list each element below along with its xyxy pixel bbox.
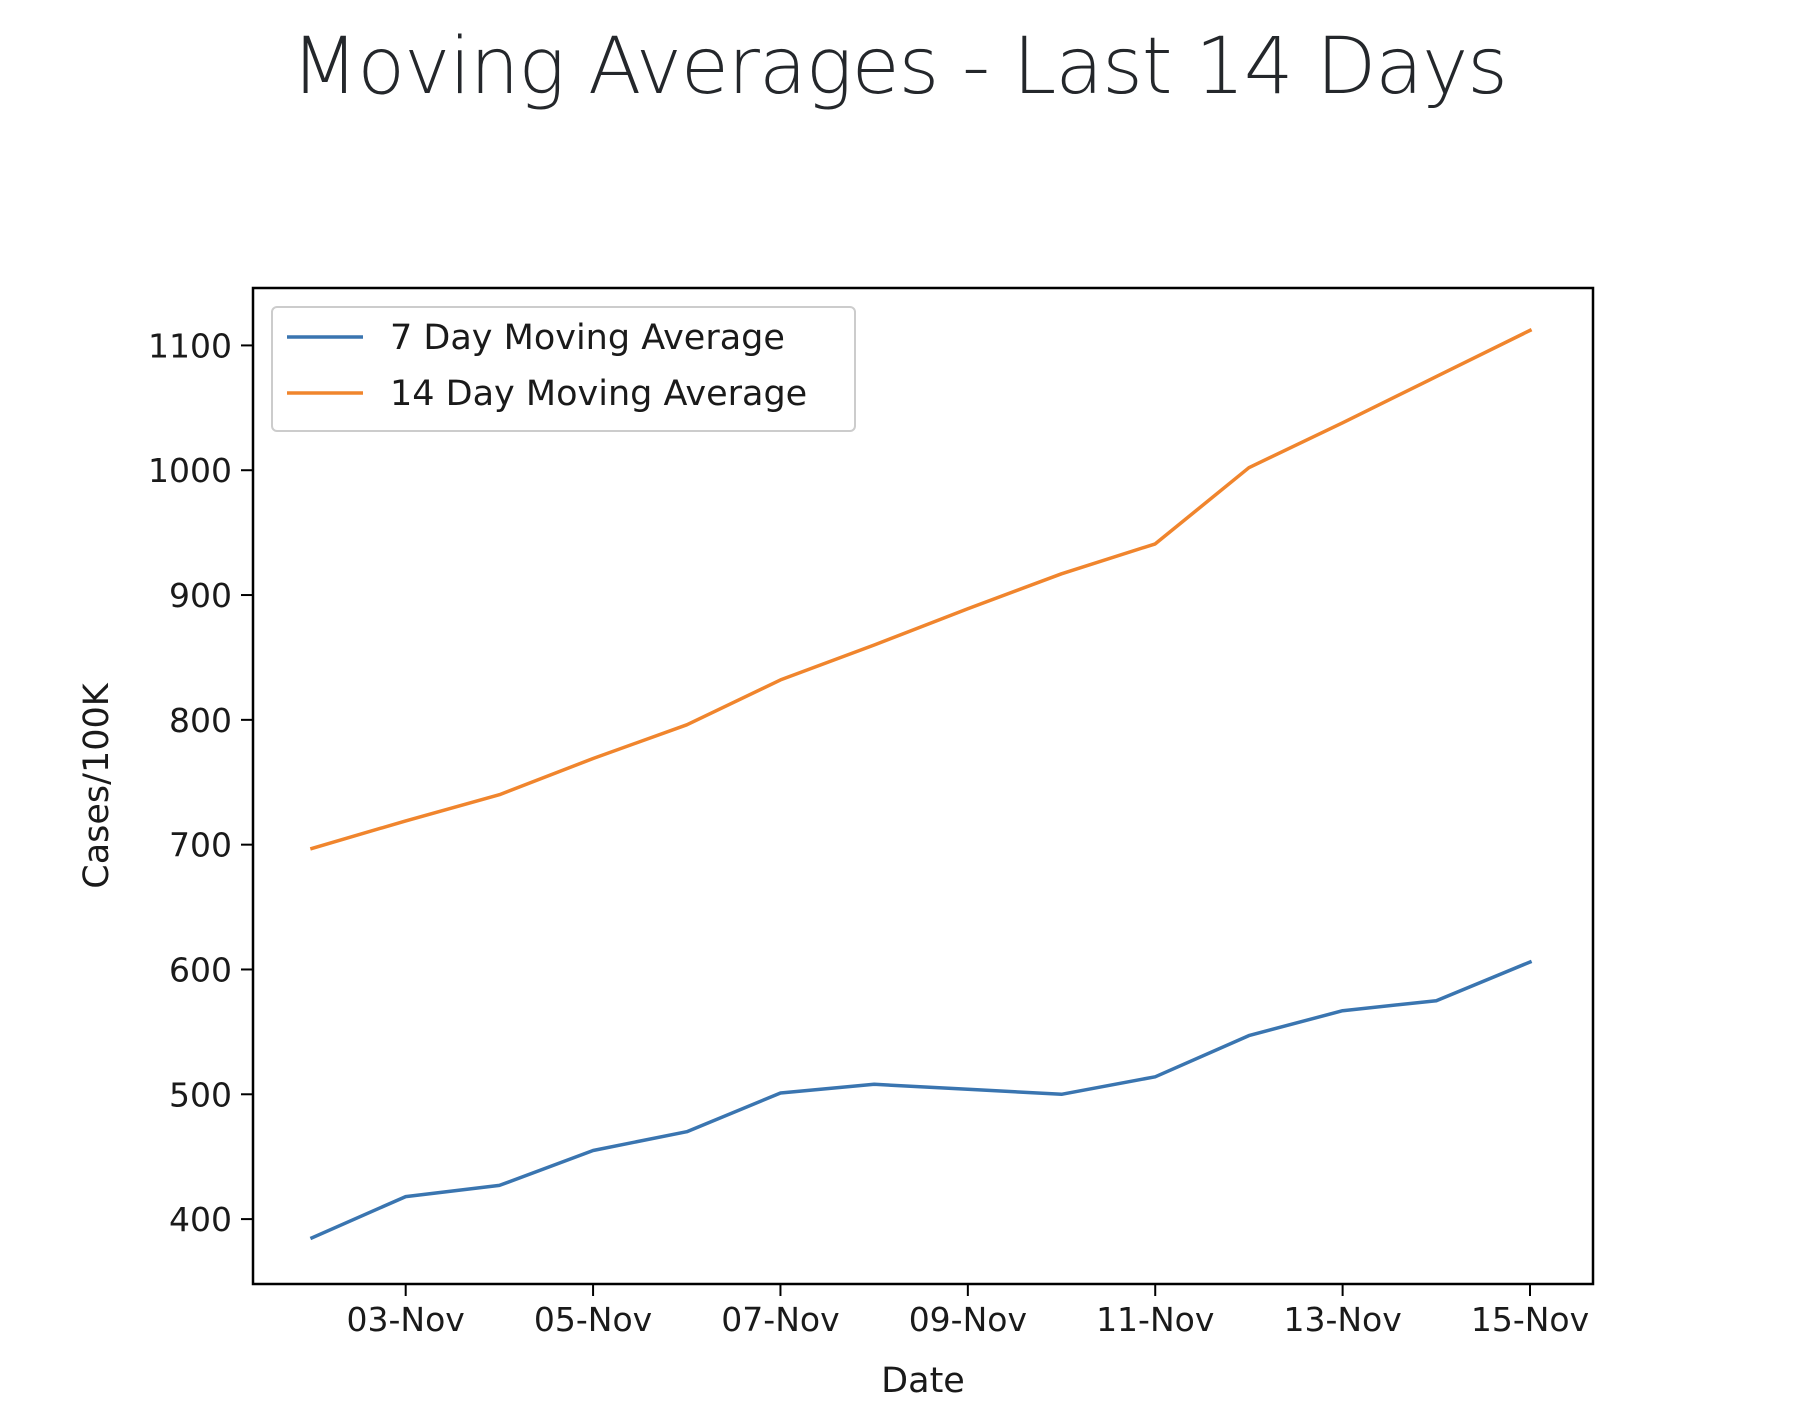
x-tick-label: 03-Nov bbox=[347, 1300, 465, 1339]
y-tick-label: 500 bbox=[169, 1075, 232, 1114]
y-axis-ticks: 400 500 600 700 800 900 1000 1100 bbox=[148, 326, 253, 1239]
legend-label: 7 Day Moving Average bbox=[390, 318, 785, 358]
x-tick-label: 15-Nov bbox=[1471, 1300, 1589, 1339]
series-line-14-day bbox=[309, 328, 1533, 851]
x-tick-label: 07-Nov bbox=[721, 1300, 839, 1339]
y-tick-label: 700 bbox=[169, 826, 232, 865]
y-tick-label: 800 bbox=[169, 701, 232, 740]
x-axis-ticks: 03-Nov 05-Nov 07-Nov 09-Nov 11-Nov 13-Nov 15-N… bbox=[347, 1284, 1589, 1339]
y-tick-label: 1100 bbox=[148, 326, 232, 365]
x-tick-label: 11-Nov bbox=[1096, 1300, 1214, 1339]
y-tick-label: 900 bbox=[169, 576, 232, 615]
y-tick-label: 600 bbox=[169, 950, 232, 989]
legend-label: 14 Day Moving Average bbox=[390, 374, 807, 414]
legend: 7 Day Moving Average 14 Day Moving Averag… bbox=[271, 306, 856, 432]
x-tick-label: 13-Nov bbox=[1283, 1300, 1401, 1339]
y-tick-label: 1000 bbox=[148, 451, 232, 490]
series-line-7-day bbox=[309, 959, 1533, 1241]
x-tick-label: 09-Nov bbox=[909, 1300, 1027, 1339]
y-axis-label: Cases/100K bbox=[77, 682, 117, 888]
legend-box bbox=[271, 306, 856, 432]
x-axis-label: Date bbox=[881, 1361, 965, 1401]
plot-area-frame bbox=[251, 286, 1595, 1286]
y-tick-label: 400 bbox=[169, 1200, 232, 1239]
x-tick-label: 05-Nov bbox=[534, 1300, 652, 1339]
page-title: Moving Averages - Last 14 Days bbox=[291, 22, 1508, 112]
series-lines bbox=[309, 328, 1533, 1241]
